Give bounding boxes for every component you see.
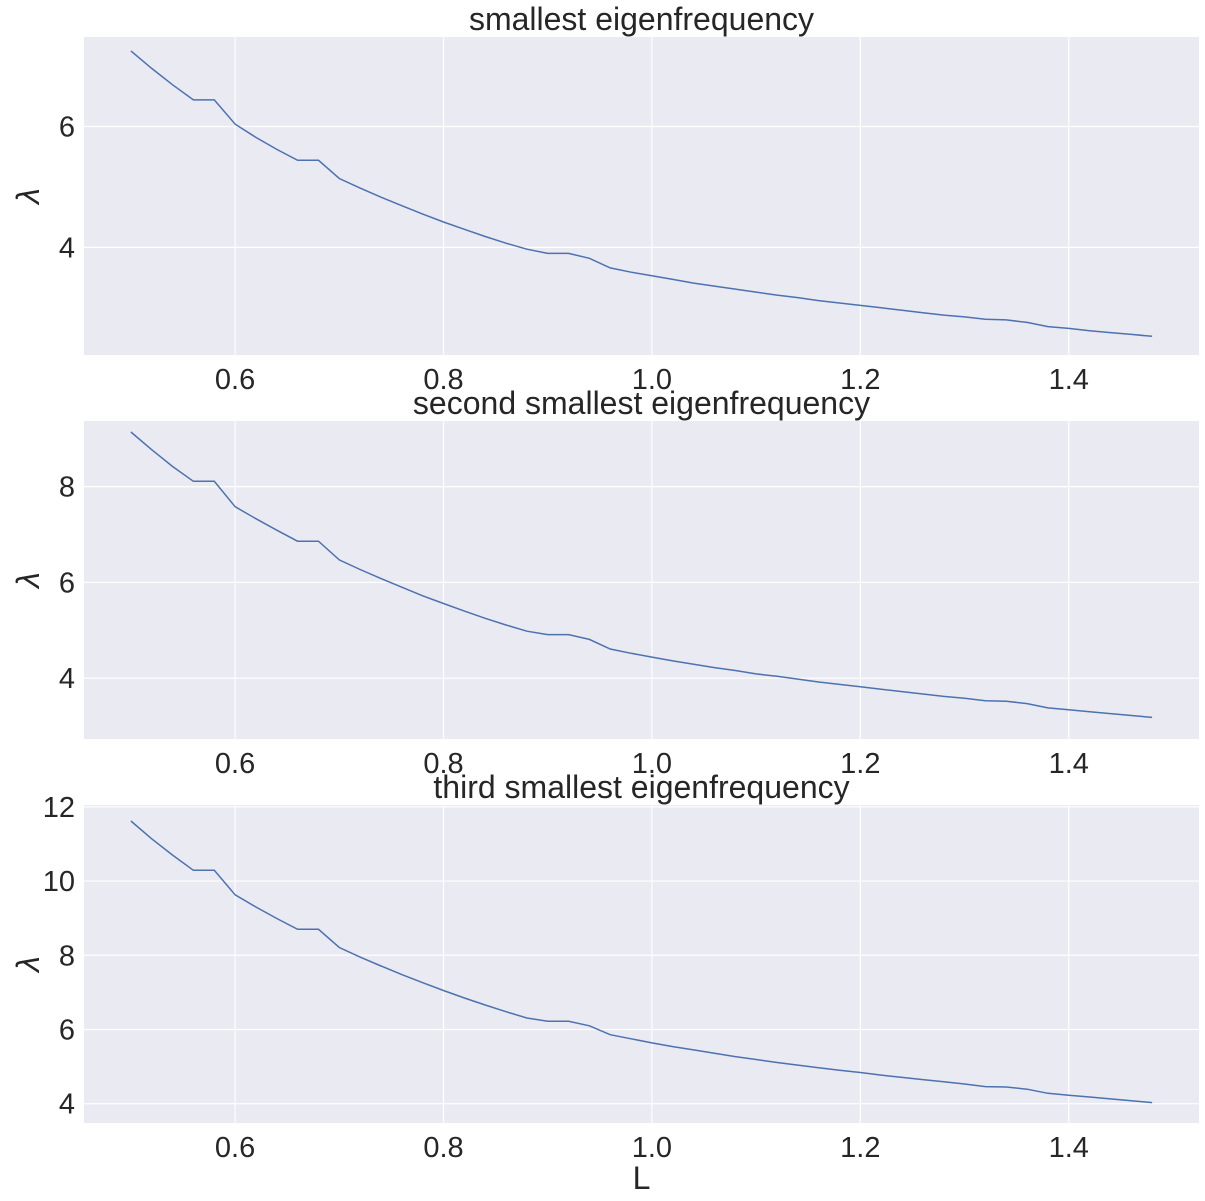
y-axis-label: λ — [10, 572, 46, 590]
y-tick-label: 6 — [59, 567, 75, 599]
x-tick-label: 1.4 — [1049, 748, 1089, 780]
y-tick-label: 6 — [59, 1014, 75, 1046]
series-line — [130, 50, 1153, 338]
y-tick-label: 12 — [43, 792, 75, 824]
y-axis-label: λ — [10, 188, 46, 206]
x-tick-label: 1.0 — [632, 1132, 672, 1164]
series-line — [130, 431, 1153, 719]
subplot-1: 0.6 0.8 1.0 1.2 1.4 4 6 smallest eigenfrequency… — [10, 1, 1199, 396]
plot-background — [84, 421, 1199, 739]
x-tick-label: 0.8 — [423, 364, 463, 396]
x-tick-label: 1.2 — [840, 364, 880, 396]
x-tick-label: 1.0 — [632, 748, 672, 780]
x-axis-label: L — [633, 1160, 651, 1196]
x-tick-label: 0.6 — [215, 748, 255, 780]
x-tick-label: 1.4 — [1049, 364, 1089, 396]
x-tick-label: 1.0 — [632, 364, 672, 396]
subplot-title: third smallest eigenfrequency — [433, 769, 849, 805]
subplot-title: second smallest eigenfrequency — [413, 385, 870, 421]
x-tick-label: 1.4 — [1049, 1132, 1089, 1164]
x-tick-label: 0.8 — [423, 1132, 463, 1164]
x-tick-label: 0.8 — [423, 748, 463, 780]
x-tick-label: 1.2 — [840, 1132, 880, 1164]
subplot-2: 0.6 0.8 1.0 1.2 1.4 4 6 8 second smallest eigenf… — [10, 385, 1199, 780]
y-tick-label: 8 — [59, 940, 75, 972]
y-axis-label: λ — [10, 956, 46, 974]
y-tick-label: 6 — [59, 111, 75, 143]
x-tick-label: 0.6 — [215, 1132, 255, 1164]
series-line — [130, 820, 1153, 1104]
y-tick-label: 4 — [59, 663, 75, 695]
y-tick-label: 10 — [43, 866, 75, 898]
x-tick-label: 1.2 — [840, 748, 880, 780]
plot-background — [84, 37, 1199, 355]
y-tick-label: 4 — [59, 232, 75, 264]
plot-background — [84, 805, 1199, 1123]
y-tick-label: 4 — [59, 1089, 75, 1121]
y-tick-label: 8 — [59, 472, 75, 504]
subplot-title: smallest eigenfrequency — [469, 1, 814, 37]
subplot-3: 0.6 0.8 1.0 1.2 1.4 4 6 8 10 12 third smallest eig… — [10, 769, 1199, 1196]
x-tick-label: 0.6 — [215, 364, 255, 396]
